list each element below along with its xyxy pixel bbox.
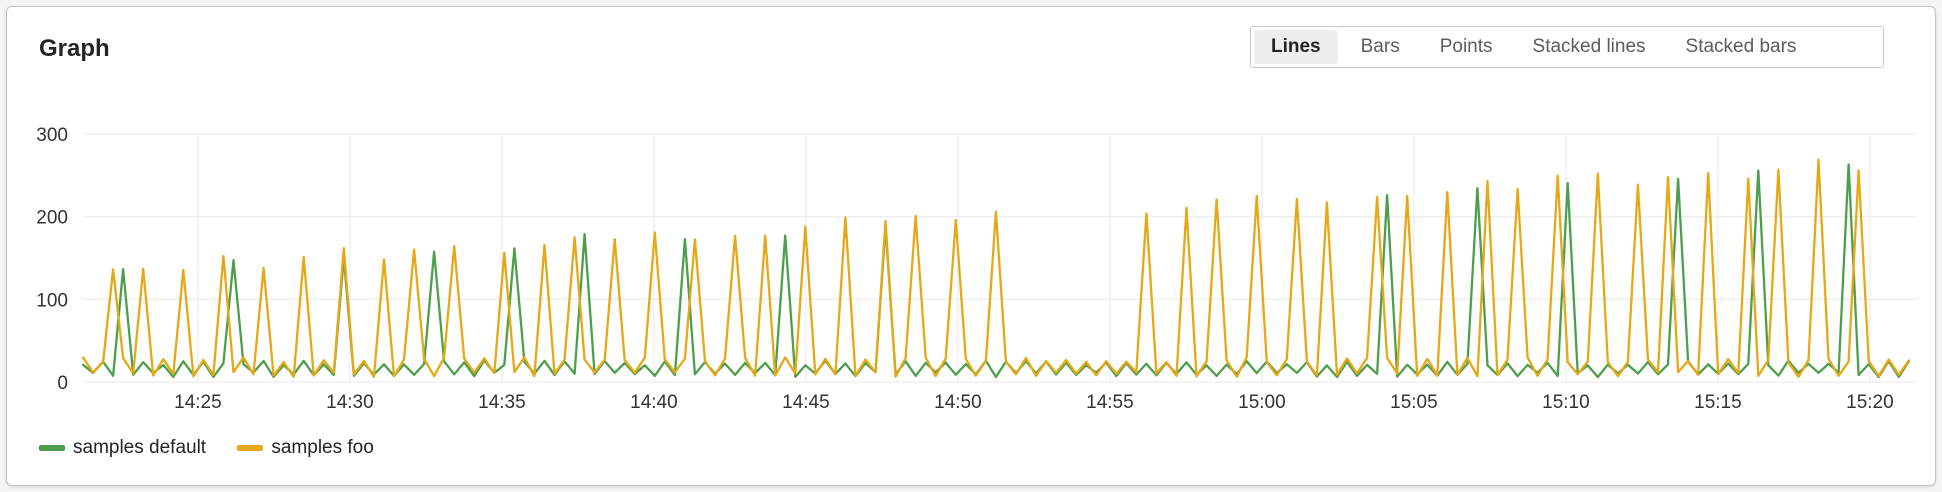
svg-text:300: 300 (36, 125, 68, 146)
svg-text:14:35: 14:35 (478, 392, 526, 413)
svg-text:0: 0 (57, 373, 68, 394)
svg-text:14:45: 14:45 (782, 392, 830, 413)
svg-text:100: 100 (36, 290, 68, 311)
svg-text:15:15: 15:15 (1694, 392, 1742, 413)
svg-text:14:30: 14:30 (326, 392, 374, 413)
svg-text:15:05: 15:05 (1390, 392, 1438, 413)
svg-text:14:50: 14:50 (934, 392, 982, 413)
svg-text:14:25: 14:25 (174, 392, 222, 413)
svg-text:200: 200 (36, 208, 68, 229)
svg-text:15:00: 15:00 (1238, 392, 1286, 413)
svg-text:15:20: 15:20 (1846, 392, 1894, 413)
svg-text:14:40: 14:40 (630, 392, 678, 413)
svg-text:14:55: 14:55 (1086, 392, 1134, 413)
svg-text:15:10: 15:10 (1542, 392, 1590, 413)
